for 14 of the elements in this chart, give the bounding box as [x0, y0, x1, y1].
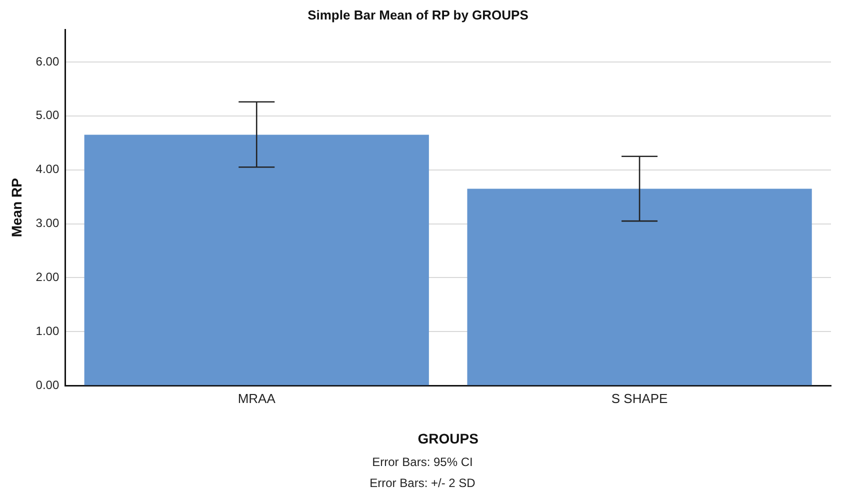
x-axis-title: GROUPS: [418, 430, 478, 446]
chart-title: Simple Bar Mean of RP by GROUPS: [308, 7, 529, 22]
y-tick-label: 4.00: [36, 162, 60, 176]
y-tick-label: 6.00: [36, 54, 60, 68]
y-tick-label: 1.00: [36, 324, 60, 338]
y-axis-title: Mean RP: [8, 178, 24, 238]
text: Error Bars: +/- 2 SD: [368, 475, 476, 492]
text: Error Bars: 95% CI: [371, 454, 474, 471]
x-tick-label: MRAA: [238, 390, 276, 406]
y-tick-label: 5.00: [36, 108, 60, 122]
y-tick-label: 2.00: [36, 270, 60, 284]
y-tick-label: 3.00: [36, 216, 60, 230]
y-tick-label: 0.00: [36, 378, 60, 392]
x-tick-label: S SHAPE: [611, 390, 668, 406]
